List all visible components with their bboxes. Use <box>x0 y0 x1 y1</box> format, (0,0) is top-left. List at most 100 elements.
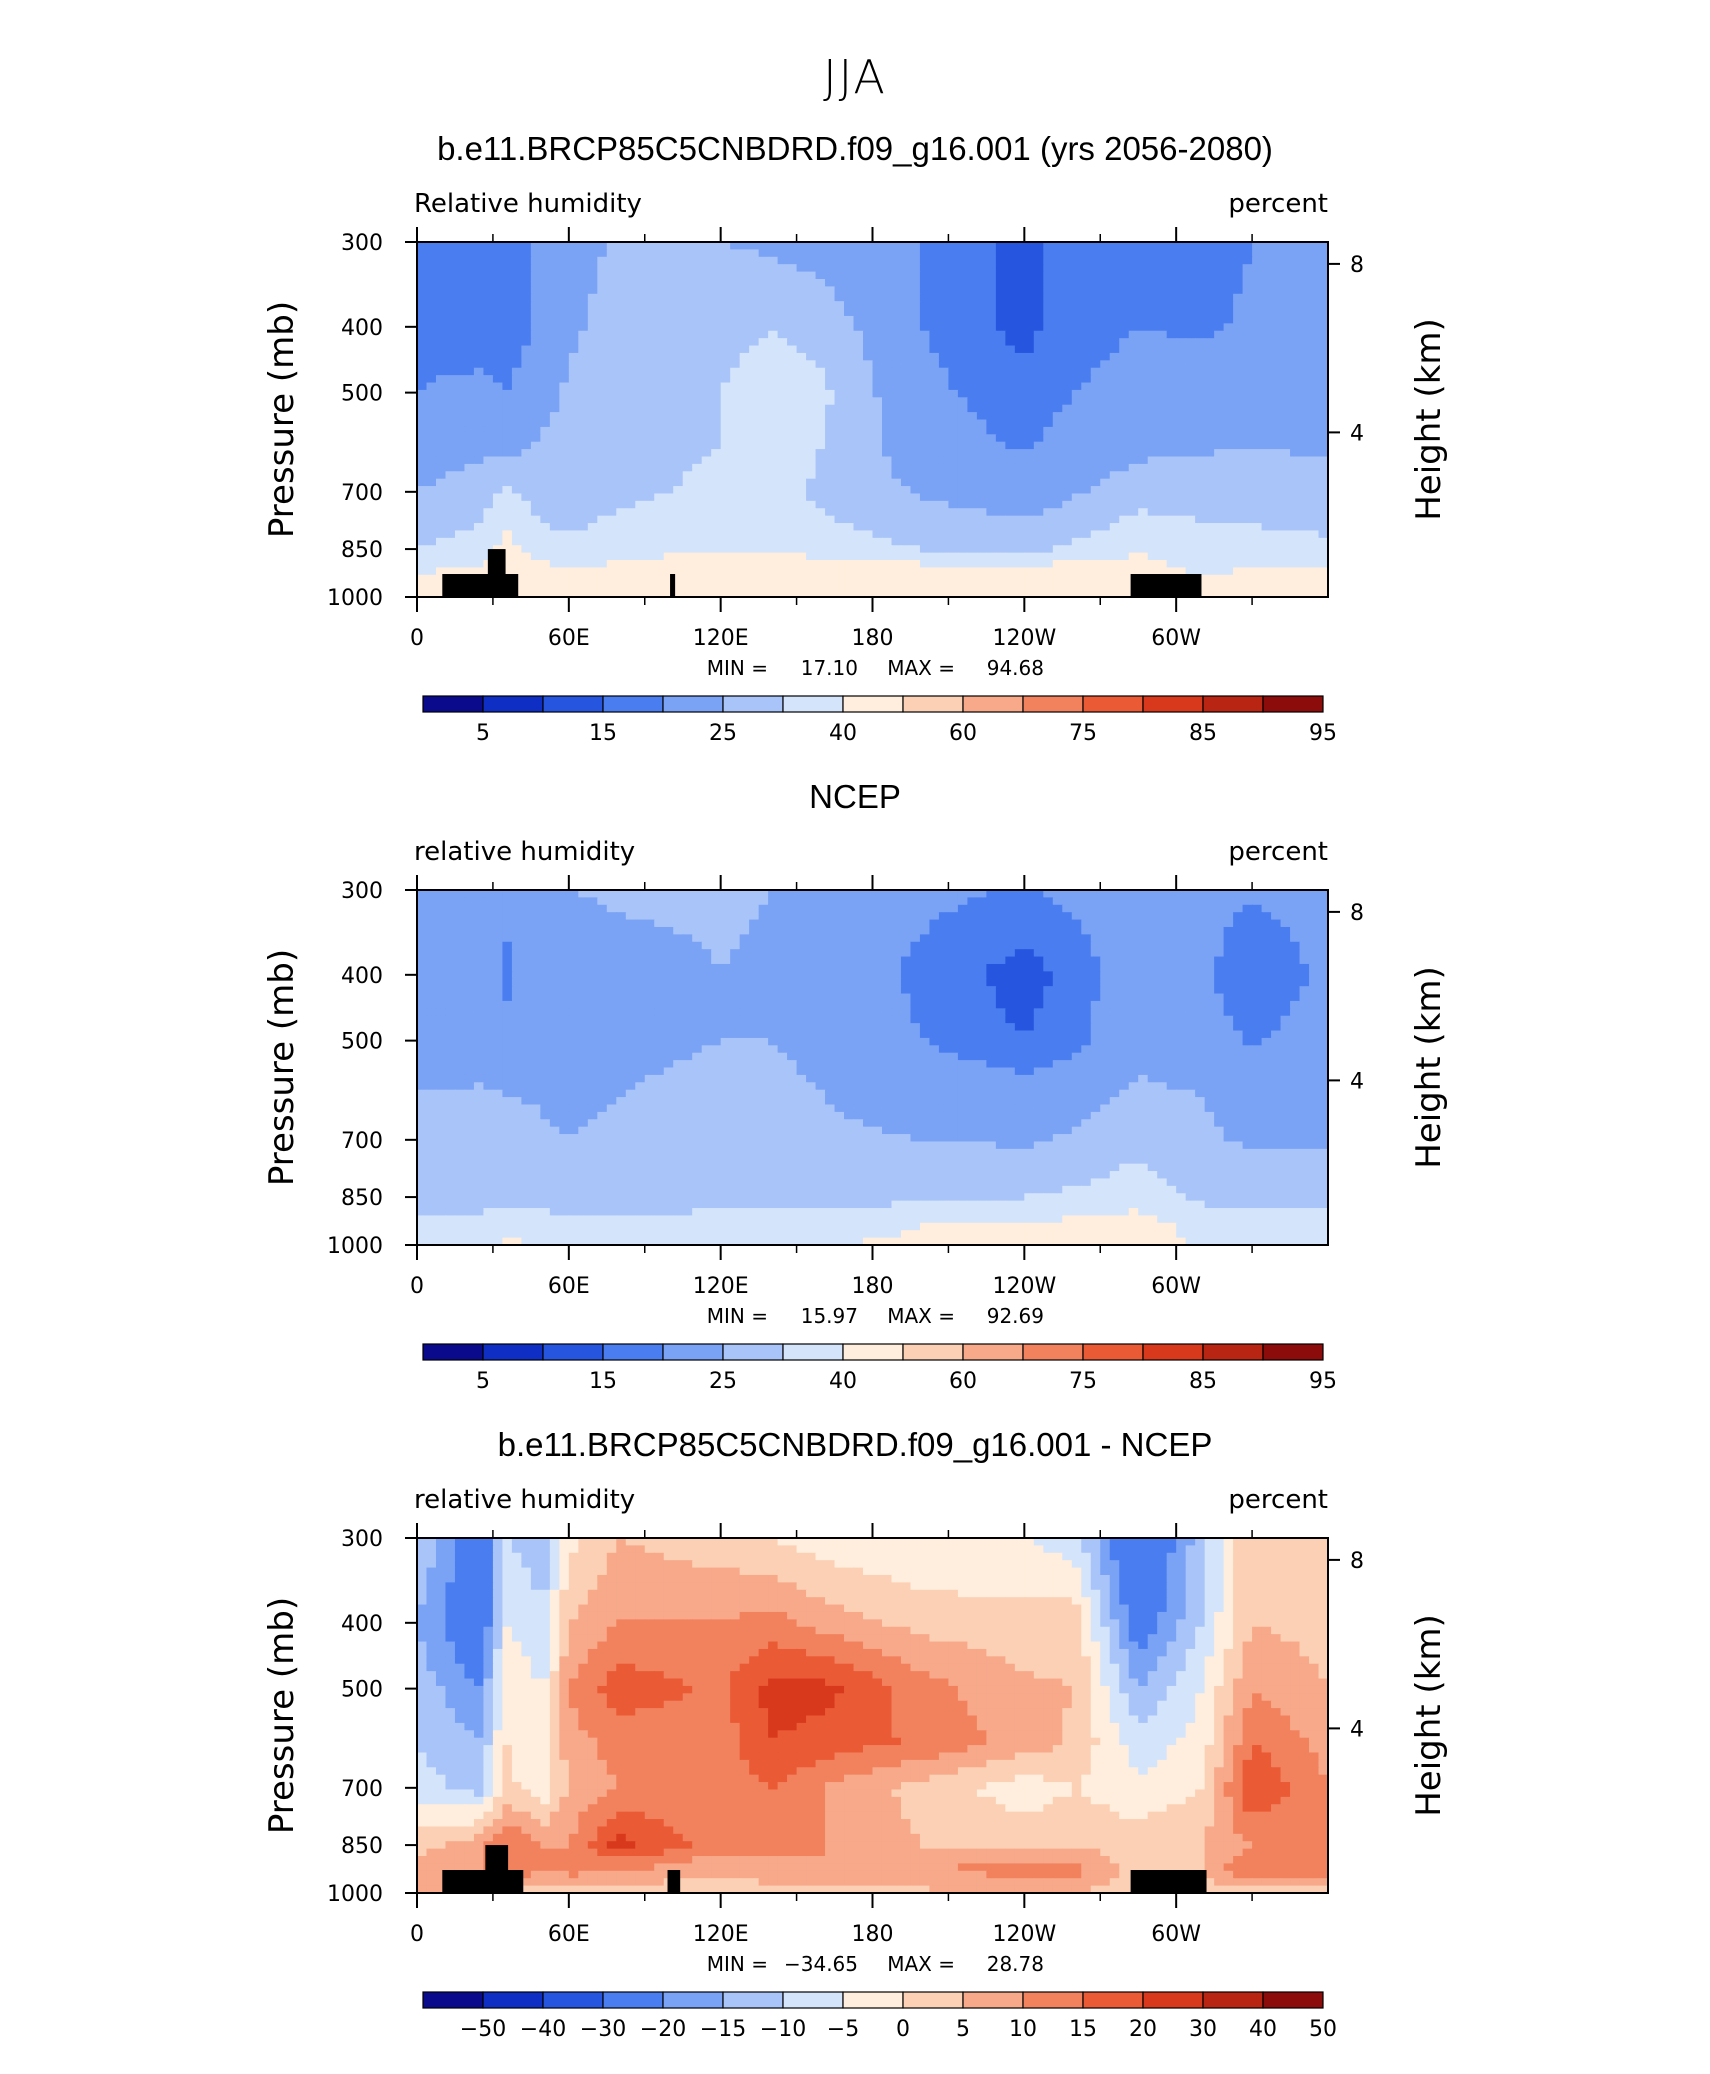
field-cell <box>549 397 560 406</box>
field-cell <box>597 897 608 906</box>
field-cell <box>739 456 750 465</box>
field-cell <box>1109 567 1120 576</box>
field-cell <box>502 463 513 472</box>
field-cell <box>1261 523 1272 532</box>
field-cell <box>1119 352 1130 361</box>
field-cell <box>825 560 836 569</box>
field-cell <box>938 463 950 472</box>
field-cell <box>663 523 674 532</box>
field-cell <box>1147 523 1158 532</box>
field-cell <box>625 264 636 273</box>
field-cell <box>426 890 437 898</box>
field-cell <box>1233 537 1244 546</box>
field-cell <box>777 278 788 287</box>
field-cell <box>521 278 532 287</box>
field-cell <box>1062 552 1073 561</box>
field-cell <box>1214 537 1225 546</box>
field-cell <box>1138 567 1149 576</box>
field-cell <box>1157 904 1168 913</box>
field-cell <box>521 574 532 583</box>
field-cell <box>692 890 703 898</box>
field-cell <box>976 552 987 561</box>
field-cell <box>417 890 428 898</box>
field-cell <box>483 419 494 428</box>
field-cell <box>483 382 494 391</box>
field-cell <box>1024 471 1035 480</box>
field-cell <box>673 530 684 539</box>
field-cell <box>881 360 893 369</box>
field-cell <box>1204 500 1215 509</box>
field-cell <box>1233 278 1244 287</box>
field-cell <box>957 264 968 273</box>
field-cell <box>872 537 883 546</box>
field-cell <box>787 589 798 597</box>
field-cell <box>806 560 817 569</box>
field-cell <box>587 293 598 302</box>
field-cell <box>1271 530 1282 539</box>
field-cell <box>881 278 893 287</box>
field-cell <box>758 360 769 369</box>
field-cell <box>1185 471 1196 480</box>
field-cell <box>929 567 940 576</box>
field-cell <box>910 486 921 495</box>
field-cell <box>1147 560 1158 569</box>
field-cell <box>1214 264 1225 273</box>
field-cell <box>1005 897 1016 906</box>
field-cell <box>1071 382 1082 391</box>
field-cell <box>881 271 893 280</box>
field-cell <box>758 493 769 502</box>
field-cell <box>1090 426 1101 435</box>
field-cell <box>568 552 579 561</box>
field-cell <box>825 478 836 487</box>
field-cell <box>1005 338 1016 347</box>
field-cell <box>483 323 494 332</box>
field-cell <box>1290 500 1301 509</box>
field-cell <box>1052 582 1063 591</box>
field-cell <box>976 523 987 532</box>
field-cell <box>616 256 627 265</box>
field-cell <box>1242 456 1253 465</box>
field-cell <box>1119 382 1130 391</box>
topography-block <box>442 574 519 597</box>
field-cell <box>1005 315 1016 324</box>
field-cell <box>910 560 921 569</box>
field-cell <box>682 338 693 347</box>
field-cell <box>758 589 769 597</box>
field-cell <box>768 441 779 450</box>
field-cell <box>863 426 874 435</box>
field-cell <box>1071 330 1082 339</box>
field-cell <box>445 486 456 495</box>
field-cell <box>1119 375 1130 384</box>
field-cell <box>796 345 807 354</box>
field-cell <box>1119 890 1130 898</box>
field-cell <box>1290 530 1301 539</box>
field-cell <box>1043 560 1054 569</box>
field-cell <box>1166 278 1177 287</box>
field-cell <box>1195 449 1206 458</box>
field-cell <box>502 382 513 391</box>
field-cell <box>1128 515 1139 524</box>
field-cell <box>540 412 551 421</box>
field-cell <box>739 449 750 458</box>
field-cell <box>976 271 987 280</box>
field-cell <box>464 523 475 532</box>
field-cell <box>806 567 817 576</box>
field-cell <box>730 412 741 421</box>
field-cell <box>1024 552 1035 561</box>
field-cell <box>787 471 798 480</box>
field-cell <box>881 567 893 576</box>
field-cell <box>502 352 513 361</box>
field-cell <box>1318 367 1328 376</box>
field-cell <box>1128 389 1139 398</box>
field-cell <box>454 330 466 339</box>
field-cell <box>711 560 722 569</box>
field-cell <box>530 441 541 450</box>
field-cell <box>426 345 437 354</box>
field-cell <box>1214 560 1225 569</box>
field-cell <box>1176 426 1187 435</box>
field-cell <box>1071 308 1082 317</box>
field-cell <box>720 256 731 265</box>
field-cell <box>1109 904 1120 913</box>
field-cell <box>758 552 769 561</box>
field-cell <box>825 897 836 906</box>
